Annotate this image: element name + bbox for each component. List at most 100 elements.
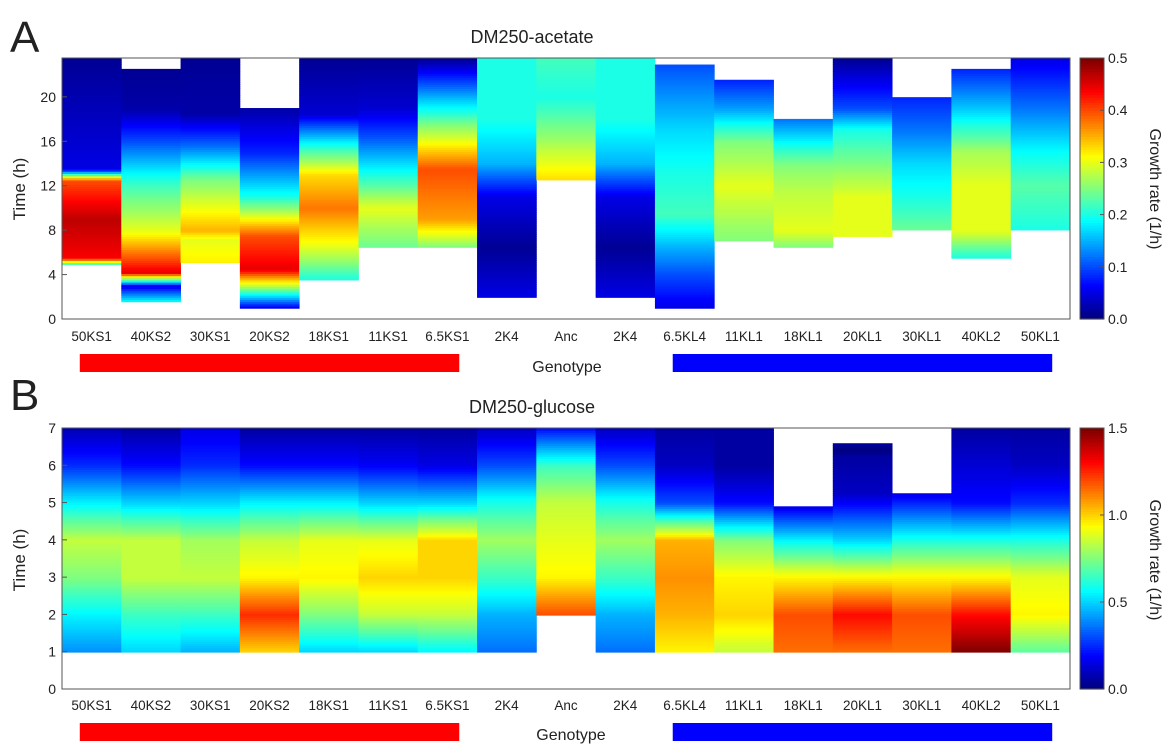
heatmap-cell: [180, 467, 241, 470]
heatmap-cell: [595, 430, 656, 433]
heatmap-cell: [417, 168, 478, 172]
heatmap-cell: [477, 480, 537, 483]
heatmap-cell: [62, 441, 122, 444]
heatmap-cell: [892, 221, 952, 224]
heatmap-cell: [358, 242, 419, 246]
heatmap-cell: [477, 595, 537, 599]
heatmap-cell: [477, 636, 537, 640]
heatmap-cell: [358, 225, 419, 229]
heatmap-cell: [417, 175, 478, 179]
heatmap-cell: [62, 638, 122, 642]
heatmap-cell: [121, 473, 181, 477]
heatmap-cell: [654, 551, 715, 555]
heatmap-cell: [1010, 181, 1071, 185]
colorbar-swatch: [1080, 172, 1104, 177]
heatmap-cell: [121, 636, 181, 640]
heatmap-cell: [832, 127, 893, 131]
colorbar-swatch: [1080, 655, 1104, 659]
heatmap-cell: [654, 101, 715, 105]
heatmap-cell: [62, 643, 122, 647]
heatmap-cell: [773, 162, 834, 166]
heatmap-cell: [417, 94, 478, 98]
heatmap-cell: [951, 84, 1012, 87]
heatmap-cell: [121, 255, 181, 259]
heatmap-cell: [773, 153, 834, 157]
heatmap-cell: [832, 649, 893, 653]
heatmap-cell: [595, 58, 656, 61]
heatmap-cell: [180, 225, 241, 229]
heatmap-cell: [121, 510, 181, 514]
heatmap-cell: [832, 504, 893, 507]
heatmap-cell: [239, 236, 300, 240]
heatmap-cell: [714, 501, 774, 505]
heatmap-cell: [832, 615, 893, 618]
heatmap-cell: [62, 73, 122, 77]
heatmap-cell: [773, 604, 834, 607]
heatmap-cell: [358, 458, 419, 462]
heatmap-cell: [951, 253, 1012, 257]
colorbar-swatch: [1080, 521, 1104, 526]
heatmap-cell: [417, 602, 478, 605]
heatmap-cell: [892, 586, 952, 590]
heatmap-cell: [477, 110, 537, 113]
heatmap-cell: [714, 179, 774, 183]
heatmap-cell: [358, 571, 419, 575]
heatmap-cell: [892, 227, 952, 231]
heatmap-cell: [951, 71, 1012, 74]
heatmap-cell: [1010, 432, 1071, 436]
xtick-label: 20KL1: [843, 329, 882, 344]
heatmap-cell: [536, 121, 597, 124]
heatmap-cell: [773, 549, 834, 553]
heatmap-cell: [417, 242, 478, 246]
colorbar-swatch: [1080, 295, 1104, 299]
heatmap-cell: [180, 628, 241, 631]
heatmap-cell: [239, 593, 300, 597]
heatmap-cell: [180, 441, 241, 444]
heatmap-cell: [951, 484, 1012, 488]
heatmap-cell: [1010, 615, 1071, 618]
heatmap-cell: [477, 271, 537, 274]
heatmap-cell: [239, 432, 300, 436]
heatmap-cell: [832, 617, 893, 620]
heatmap-cell: [121, 151, 181, 155]
heatmap-cell: [654, 488, 715, 492]
heatmap-cell: [299, 460, 359, 464]
heatmap-cell: [180, 131, 241, 135]
heatmap-cell: [417, 519, 478, 523]
colorbar-swatch: [1080, 178, 1104, 182]
heatmap-cell: [239, 232, 300, 235]
heatmap-cell: [299, 264, 359, 268]
heatmap-cell: [180, 488, 241, 492]
heatmap-cell: [477, 536, 537, 540]
heatmap-cell: [714, 478, 774, 481]
colorbar-swatch: [1080, 561, 1104, 565]
heatmap-cell: [180, 643, 241, 647]
heatmap-cell: [654, 121, 715, 124]
heatmap-cell: [477, 602, 537, 605]
heatmap-cell: [595, 118, 656, 122]
heatmap-cell: [417, 593, 478, 597]
heatmap-cell: [951, 469, 1012, 473]
heatmap-cell: [654, 203, 715, 207]
heatmap-cell: [654, 517, 715, 520]
heatmap-cell: [477, 105, 537, 109]
heatmap-cell: [892, 110, 952, 113]
heatmap-cell: [299, 94, 359, 98]
heatmap-cell: [62, 573, 122, 577]
heatmap-cell: [892, 534, 952, 538]
heatmap-cell: [121, 599, 181, 603]
heatmap-cell: [892, 556, 952, 560]
heatmap-cell: [773, 186, 834, 190]
heatmap-cell: [832, 473, 893, 477]
heatmap-cell: [536, 447, 597, 451]
heatmap-cell: [773, 567, 834, 570]
heatmap-cell: [536, 591, 597, 594]
colorbar-swatch: [1080, 631, 1104, 635]
heatmap-cell: [477, 580, 537, 584]
heatmap-cell: [121, 454, 181, 457]
heatmap-cell: [595, 110, 656, 113]
heatmap-cell: [1010, 641, 1071, 644]
heatmap-cell: [892, 493, 952, 497]
heatmap-cell: [358, 443, 419, 446]
heatmap-cell: [892, 127, 952, 131]
